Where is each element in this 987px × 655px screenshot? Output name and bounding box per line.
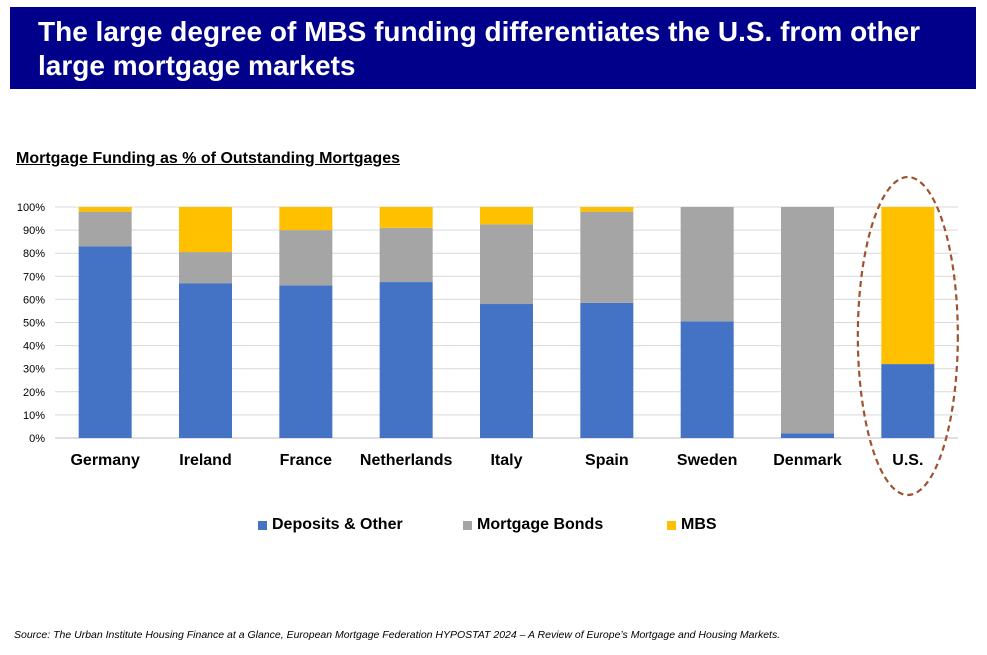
y-tick-label: 100% bbox=[17, 202, 45, 214]
bar-mbs-spain bbox=[580, 207, 634, 212]
legend-swatch bbox=[463, 520, 472, 530]
legend-label: Mortgage Bonds bbox=[477, 516, 604, 533]
x-tick-label: Germany bbox=[70, 452, 139, 469]
y-tick-label: 40% bbox=[23, 341, 45, 353]
bar-mortgage-bonds-sweden bbox=[680, 207, 734, 322]
legend-item-mbs: MBS bbox=[667, 516, 717, 534]
bar-mortgage-bonds-ireland bbox=[179, 252, 232, 284]
highlight-ellipse bbox=[856, 175, 959, 497]
legend-swatch bbox=[258, 520, 267, 530]
bar-deposits-other-spain bbox=[580, 302, 634, 438]
y-tick-label: 30% bbox=[23, 364, 45, 376]
x-tick-label: France bbox=[280, 452, 333, 469]
legend-label: MBS bbox=[681, 516, 717, 533]
bar-deposits-other-germany bbox=[78, 246, 132, 438]
bar-mbs-netherlands bbox=[379, 207, 433, 228]
source-note: Source: The Urban Institute Housing Fina… bbox=[14, 629, 781, 641]
bar-deposits-other-denmark bbox=[781, 433, 834, 438]
bar-mbs-italy bbox=[480, 207, 533, 225]
x-tick-label: U.S. bbox=[892, 452, 923, 469]
bar-mortgage-bonds-spain bbox=[580, 211, 634, 303]
bar-deposits-other-sweden bbox=[680, 321, 734, 438]
y-tick-label: 70% bbox=[23, 271, 45, 283]
y-tick-label: 80% bbox=[23, 248, 45, 260]
chart-legend: Deposits & Other Mortgage Bonds MBS bbox=[0, 516, 987, 538]
y-tick-label: 0% bbox=[29, 433, 45, 445]
bar-deposits-other-italy bbox=[480, 304, 533, 438]
y-tick-label: 60% bbox=[23, 294, 45, 306]
bar-deposits-other-ireland bbox=[179, 283, 232, 438]
y-tick-label: 90% bbox=[23, 225, 45, 237]
x-tick-label: Sweden bbox=[677, 452, 737, 469]
bar-deposits-other-u-s bbox=[881, 364, 935, 438]
title-banner: The large degree of MBS funding differen… bbox=[10, 7, 976, 89]
y-tick-label: 20% bbox=[23, 387, 45, 399]
legend-swatch bbox=[667, 520, 676, 530]
x-tick-label: Denmark bbox=[773, 452, 842, 469]
x-tick-label: Netherlands bbox=[360, 452, 453, 469]
bar-mbs-ireland bbox=[179, 207, 232, 253]
bar-mortgage-bonds-netherlands bbox=[379, 227, 433, 283]
bar-mortgage-bonds-italy bbox=[480, 224, 533, 305]
legend-label: Deposits & Other bbox=[272, 516, 403, 533]
page-title: The large degree of MBS funding differen… bbox=[38, 16, 921, 81]
legend-item-deposits-other: Deposits & Other bbox=[258, 516, 403, 534]
bar-mortgage-bonds-denmark bbox=[781, 207, 834, 434]
bar-deposits-other-france bbox=[279, 285, 333, 438]
x-tick-label: Spain bbox=[585, 452, 629, 469]
bar-mbs-france bbox=[279, 207, 333, 231]
legend-item-mortgage-bonds: Mortgage Bonds bbox=[463, 516, 603, 534]
bar-mortgage-bonds-france bbox=[279, 230, 333, 286]
bar-deposits-other-netherlands bbox=[379, 282, 433, 438]
bar-mbs-germany bbox=[78, 207, 132, 212]
bar-mortgage-bonds-germany bbox=[78, 211, 132, 247]
y-tick-label: 50% bbox=[23, 318, 45, 330]
chart-title: Mortgage Funding as % of Outstanding Mor… bbox=[16, 150, 400, 167]
x-tick-label: Ireland bbox=[179, 452, 231, 469]
y-tick-label: 10% bbox=[23, 410, 45, 422]
x-tick-label: Italy bbox=[490, 452, 522, 469]
bar-mbs-u-s bbox=[881, 207, 935, 365]
